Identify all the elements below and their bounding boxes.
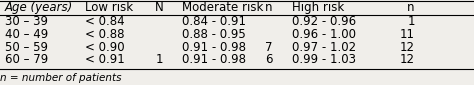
Text: 0.92 - 0.96: 0.92 - 0.96 <box>292 15 356 28</box>
Text: 12: 12 <box>400 41 415 53</box>
Text: < 0.90: < 0.90 <box>85 41 125 53</box>
Text: 0.91 - 0.98: 0.91 - 0.98 <box>182 53 246 66</box>
Text: 60 – 79: 60 – 79 <box>5 53 48 66</box>
Text: 0.88 - 0.95: 0.88 - 0.95 <box>182 28 246 41</box>
Text: N: N <box>155 1 164 14</box>
Text: 0.97 - 1.02: 0.97 - 1.02 <box>292 41 356 53</box>
Text: 1: 1 <box>407 15 415 28</box>
Text: 12: 12 <box>400 53 415 66</box>
Text: 1: 1 <box>156 53 164 66</box>
Text: 0.91 - 0.98: 0.91 - 0.98 <box>182 41 246 53</box>
Text: Age (years): Age (years) <box>5 1 73 14</box>
Text: 0.99 - 1.03: 0.99 - 1.03 <box>292 53 356 66</box>
Text: 11: 11 <box>400 28 415 41</box>
Text: n = number of patients: n = number of patients <box>0 73 121 83</box>
Text: n: n <box>407 1 415 14</box>
Text: High risk: High risk <box>292 1 344 14</box>
Text: Low risk: Low risk <box>85 1 134 14</box>
Text: < 0.88: < 0.88 <box>85 28 125 41</box>
Text: 0.84 - 0.91: 0.84 - 0.91 <box>182 15 246 28</box>
Text: 6: 6 <box>265 53 273 66</box>
Text: n: n <box>265 1 273 14</box>
Text: 0.96 - 1.00: 0.96 - 1.00 <box>292 28 356 41</box>
Text: 30 – 39: 30 – 39 <box>5 15 48 28</box>
Text: 40 – 49: 40 – 49 <box>5 28 48 41</box>
Text: 7: 7 <box>265 41 273 53</box>
Text: < 0.84: < 0.84 <box>85 15 125 28</box>
Text: < 0.91: < 0.91 <box>85 53 125 66</box>
Text: Moderate risk: Moderate risk <box>182 1 264 14</box>
Text: 50 – 59: 50 – 59 <box>5 41 48 53</box>
